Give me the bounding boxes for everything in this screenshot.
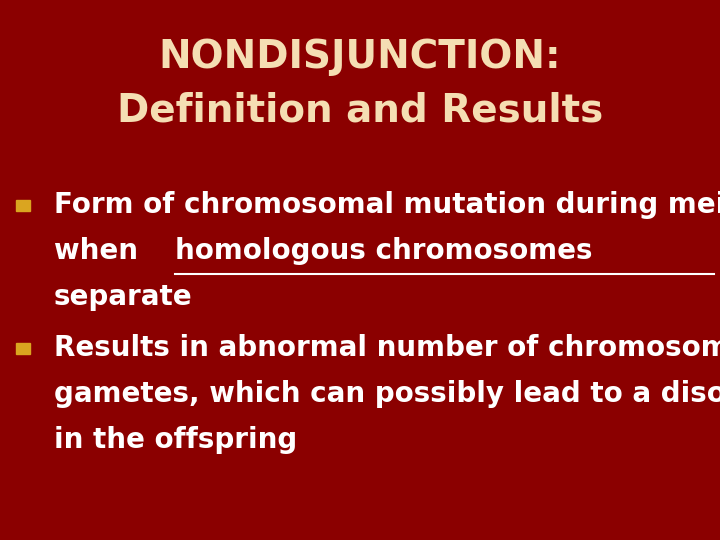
Text: Results in abnormal number of chromosomes in: Results in abnormal number of chromosome… <box>54 334 720 362</box>
Text: Form of chromosomal mutation during meiosis: Form of chromosomal mutation during meio… <box>54 191 720 219</box>
Bar <box>16 200 30 211</box>
Text: NONDISJUNCTION:: NONDISJUNCTION: <box>158 38 562 76</box>
Text: in the offspring: in the offspring <box>54 426 297 454</box>
Text: fail to: fail to <box>714 237 720 265</box>
Text: when: when <box>54 237 148 265</box>
Text: separate: separate <box>54 283 193 311</box>
Text: homologous chromosomes: homologous chromosomes <box>175 237 593 265</box>
Bar <box>16 343 30 354</box>
Text: Definition and Results: Definition and Results <box>117 92 603 130</box>
Text: gametes, which can possibly lead to a disorder: gametes, which can possibly lead to a di… <box>54 380 720 408</box>
